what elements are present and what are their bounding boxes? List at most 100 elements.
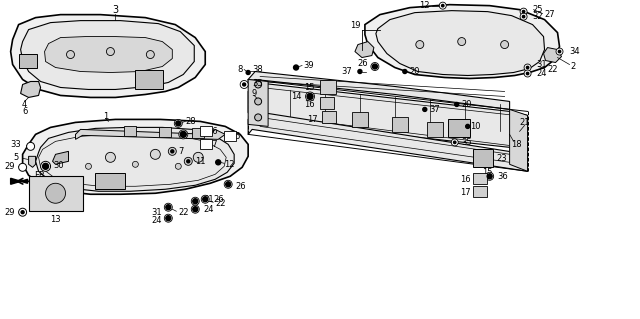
Text: 20: 20 [461, 100, 472, 109]
Text: 37: 37 [430, 105, 440, 114]
Text: 26: 26 [235, 182, 246, 191]
Circle shape [179, 130, 188, 139]
Circle shape [176, 121, 180, 126]
Bar [224, 131, 236, 141]
Circle shape [150, 149, 161, 159]
Circle shape [191, 205, 199, 213]
Circle shape [45, 183, 65, 203]
Circle shape [147, 50, 154, 58]
Text: 27: 27 [545, 10, 555, 19]
Circle shape [40, 161, 51, 171]
Bar [392, 117, 408, 132]
Text: 14: 14 [292, 92, 302, 101]
Text: 35: 35 [461, 138, 472, 147]
Text: 17: 17 [460, 188, 470, 197]
Polygon shape [20, 21, 195, 89]
Text: 16: 16 [460, 175, 470, 184]
Circle shape [255, 114, 262, 121]
Circle shape [43, 163, 49, 169]
Circle shape [193, 199, 198, 204]
Polygon shape [509, 109, 527, 171]
Polygon shape [20, 81, 40, 97]
Text: 3: 3 [113, 5, 118, 15]
Bar [322, 111, 336, 123]
Circle shape [240, 80, 248, 88]
Polygon shape [22, 119, 248, 194]
Bar [19, 54, 36, 68]
Text: 20: 20 [410, 67, 420, 76]
Circle shape [21, 211, 24, 214]
Circle shape [246, 70, 250, 75]
Circle shape [455, 102, 459, 107]
Circle shape [168, 147, 176, 155]
Text: 39: 39 [303, 61, 314, 70]
Circle shape [439, 2, 446, 9]
Bar [136, 70, 163, 89]
Text: 29: 29 [4, 162, 15, 171]
Text: 5: 5 [13, 153, 19, 162]
Text: 23: 23 [497, 154, 508, 163]
Text: 22: 22 [179, 208, 189, 217]
Text: 7: 7 [179, 147, 184, 156]
Text: 36: 36 [498, 172, 508, 181]
Text: 6: 6 [22, 107, 28, 116]
Circle shape [403, 70, 407, 73]
Circle shape [524, 70, 531, 77]
Circle shape [180, 131, 186, 137]
Circle shape [166, 205, 171, 210]
Polygon shape [248, 111, 527, 171]
Circle shape [556, 48, 563, 55]
Polygon shape [11, 15, 205, 97]
Circle shape [106, 152, 115, 162]
Circle shape [294, 65, 298, 70]
Text: 16: 16 [207, 127, 218, 136]
Text: 34: 34 [570, 47, 580, 56]
Circle shape [486, 172, 493, 180]
Circle shape [164, 203, 172, 211]
Text: 17: 17 [207, 140, 218, 149]
Circle shape [487, 174, 492, 179]
Text: 37: 37 [341, 67, 352, 76]
Text: 21: 21 [519, 118, 530, 127]
Polygon shape [36, 127, 234, 191]
Circle shape [416, 41, 424, 48]
Text: 29: 29 [4, 208, 15, 217]
Circle shape [243, 83, 246, 86]
Polygon shape [11, 178, 28, 184]
Polygon shape [45, 37, 172, 72]
Text: 22: 22 [548, 65, 558, 74]
Text: 18: 18 [511, 140, 522, 149]
Text: 15: 15 [482, 168, 492, 177]
Bar [320, 80, 336, 94]
Bar [427, 122, 443, 137]
Circle shape [526, 72, 529, 75]
Bar [192, 128, 204, 138]
Text: 9: 9 [252, 89, 257, 98]
Circle shape [524, 64, 531, 71]
Text: 17: 17 [307, 115, 318, 124]
Text: 31: 31 [536, 60, 547, 69]
Text: 15: 15 [305, 83, 315, 92]
Circle shape [442, 4, 444, 7]
Circle shape [191, 197, 199, 205]
Circle shape [372, 64, 378, 69]
Circle shape [451, 139, 458, 146]
Bar [95, 173, 125, 189]
Text: 16: 16 [305, 100, 315, 109]
Circle shape [526, 66, 529, 69]
Bar [29, 176, 83, 211]
Text: 33: 33 [10, 140, 20, 149]
Polygon shape [376, 11, 545, 76]
Circle shape [171, 150, 174, 153]
Circle shape [255, 98, 262, 105]
Text: 30: 30 [54, 161, 64, 170]
Circle shape [520, 8, 527, 15]
Circle shape [27, 142, 35, 150]
Circle shape [175, 163, 181, 169]
Bar [448, 119, 470, 137]
Circle shape [226, 182, 230, 187]
Bar [473, 149, 493, 167]
Circle shape [305, 92, 314, 101]
Text: 2: 2 [571, 62, 576, 71]
Circle shape [193, 152, 204, 162]
